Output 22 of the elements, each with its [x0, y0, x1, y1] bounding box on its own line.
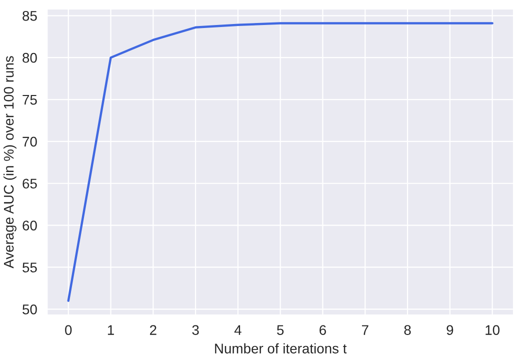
y-tick-label: 70 [22, 136, 37, 147]
x-tick-label: 1 [108, 325, 114, 335]
y-tick-label: 85 [22, 10, 37, 21]
y-tick-label: 65 [22, 178, 37, 189]
x-axis-title: Number of iterations t [215, 343, 347, 354]
x-tick-label: 5 [277, 325, 284, 335]
y-tick-label: 50 [22, 304, 37, 314]
y-tick-label: 80 [22, 52, 37, 63]
y-tick-label: 60 [22, 220, 37, 230]
y-tick-label: 75 [22, 94, 37, 105]
x-tick-label: 8 [404, 325, 411, 335]
x-tick-label: 2 [150, 325, 156, 335]
x-tick-label: 6 [320, 325, 326, 335]
x-tick-label: 4 [234, 325, 242, 335]
x-tick-label: 7 [362, 325, 368, 335]
x-tick-label: 3 [192, 325, 199, 335]
x-tick-label: 9 [446, 325, 454, 335]
line-series [67, 22, 494, 302]
y-axis-title: Average AUC (in %) over 100 runs [3, 56, 16, 268]
y-tick-label: 55 [22, 262, 37, 272]
x-tick-label: 0 [65, 325, 72, 335]
x-tick-label: 10 [486, 325, 500, 335]
